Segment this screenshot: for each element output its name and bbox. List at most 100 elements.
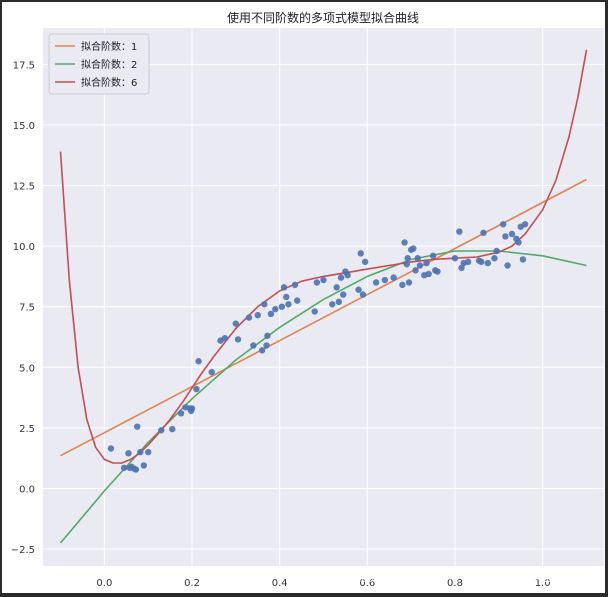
scatter-point bbox=[484, 259, 492, 267]
scatter-point bbox=[329, 301, 336, 308]
scatter-point bbox=[158, 427, 165, 434]
scatter-point bbox=[294, 297, 301, 304]
scatter-point bbox=[250, 342, 257, 349]
x-tick-labels: 0.0 0.2 0.4 0.6 0.8 1.0 bbox=[96, 578, 550, 589]
scatter-point bbox=[480, 229, 487, 236]
scatter-point bbox=[502, 233, 509, 240]
scatter-point bbox=[134, 423, 141, 430]
scatter-point bbox=[311, 308, 318, 315]
scatter-point bbox=[429, 252, 437, 260]
scatter-point bbox=[404, 255, 411, 262]
scatter-point bbox=[261, 301, 268, 308]
watermark: https://blog.csdn.net/weixin_41429999 bbox=[347, 571, 601, 586]
scatter-point bbox=[372, 279, 380, 286]
scatter-point bbox=[405, 279, 413, 286]
scatter-point bbox=[245, 314, 253, 321]
scatter-point bbox=[458, 264, 465, 272]
scatter-point bbox=[132, 466, 140, 473]
y-tick-label: 15.0 bbox=[13, 121, 35, 132]
scatter-point bbox=[263, 342, 270, 349]
scatter-point bbox=[137, 448, 144, 456]
y-tick-label: 2.5 bbox=[19, 424, 35, 435]
x-tick-label: 0.4 bbox=[272, 578, 288, 589]
scatter-point bbox=[254, 311, 261, 319]
y-tick-label: 17.5 bbox=[13, 60, 35, 71]
scatter-point bbox=[278, 303, 286, 310]
scatter-point bbox=[414, 255, 421, 262]
scatter-point bbox=[491, 255, 498, 262]
scatter-point bbox=[390, 274, 397, 281]
scatter-point bbox=[333, 284, 340, 291]
legend-label: 拟合阶数：2 bbox=[81, 58, 137, 71]
scatter-point bbox=[337, 274, 345, 281]
scatter-point bbox=[195, 358, 202, 365]
scatter-point bbox=[340, 291, 347, 298]
y-tick-label: 7.5 bbox=[19, 303, 35, 314]
series-line bbox=[59, 49, 588, 464]
scatter-point bbox=[208, 368, 215, 376]
series-line bbox=[60, 178, 587, 457]
scatter-point bbox=[381, 276, 389, 284]
legend-label: 拟合阶数：1 bbox=[81, 40, 137, 53]
scatter-point bbox=[357, 250, 364, 257]
scatter-point bbox=[264, 332, 271, 339]
scatter-point bbox=[193, 385, 200, 393]
y-tick-labels: −2.5 0.0 2.5 5.0 7.5 10.0 12.5 15.0 17.5 bbox=[11, 60, 35, 556]
scatter-point bbox=[291, 281, 299, 289]
scatter-point bbox=[125, 450, 132, 457]
y-tick-label: 0.0 bbox=[19, 484, 35, 495]
scatter-point bbox=[283, 293, 290, 301]
scatter-points bbox=[107, 221, 529, 473]
scatter-point bbox=[493, 247, 500, 255]
scatter-point bbox=[401, 239, 408, 246]
scatter-point bbox=[416, 262, 424, 269]
scatter-point bbox=[515, 239, 522, 246]
x-tick-label: 0.8 bbox=[447, 578, 463, 589]
scatter-point bbox=[320, 276, 327, 284]
scatter-point bbox=[221, 334, 229, 342]
scatter-point bbox=[313, 279, 321, 286]
scatter-point bbox=[434, 268, 441, 275]
scatter-point bbox=[399, 281, 406, 289]
scatter-point bbox=[285, 301, 292, 308]
scatter-point bbox=[521, 221, 529, 228]
scatter-point bbox=[508, 230, 516, 238]
scatter-point bbox=[272, 305, 279, 313]
scatter-point bbox=[335, 298, 343, 306]
scatter-point bbox=[504, 262, 511, 269]
scatter-point bbox=[188, 405, 196, 412]
x-tick-label: 0.6 bbox=[359, 578, 375, 589]
scatter-point bbox=[519, 256, 527, 263]
x-tick-label: 0.2 bbox=[184, 578, 200, 589]
scatter-point bbox=[234, 336, 242, 343]
legend-label: 拟合阶数：6 bbox=[81, 76, 137, 89]
scatter-point bbox=[456, 228, 463, 235]
scatter-point bbox=[478, 258, 485, 266]
scatter-point bbox=[258, 347, 266, 354]
legend-box bbox=[48, 33, 150, 95]
scatter-point bbox=[361, 258, 369, 266]
scatter-point bbox=[412, 267, 419, 274]
x-tick-label: 1.0 bbox=[535, 578, 551, 589]
scatter-point bbox=[403, 261, 410, 268]
y-tick-label: 5.0 bbox=[19, 363, 35, 374]
chart-title: 使用不同阶数的多项式模型拟合曲线 bbox=[227, 10, 419, 25]
scatter-point bbox=[177, 410, 185, 417]
x-tick-label: 0.0 bbox=[96, 578, 112, 589]
scatter-point bbox=[499, 221, 507, 228]
scatter-point bbox=[359, 291, 367, 298]
scatter-point bbox=[423, 259, 430, 267]
scatter-point bbox=[355, 286, 362, 293]
scatter-point bbox=[169, 425, 176, 433]
scatter-point bbox=[464, 258, 472, 266]
y-tick-label: 10.0 bbox=[13, 242, 35, 253]
plot-background bbox=[43, 28, 604, 566]
y-tick-label: 12.5 bbox=[13, 182, 35, 193]
scatter-point bbox=[232, 320, 240, 327]
grid bbox=[43, 28, 604, 566]
scatter-point bbox=[120, 464, 128, 472]
scatter-point bbox=[344, 271, 351, 279]
scatter-point bbox=[140, 462, 148, 469]
